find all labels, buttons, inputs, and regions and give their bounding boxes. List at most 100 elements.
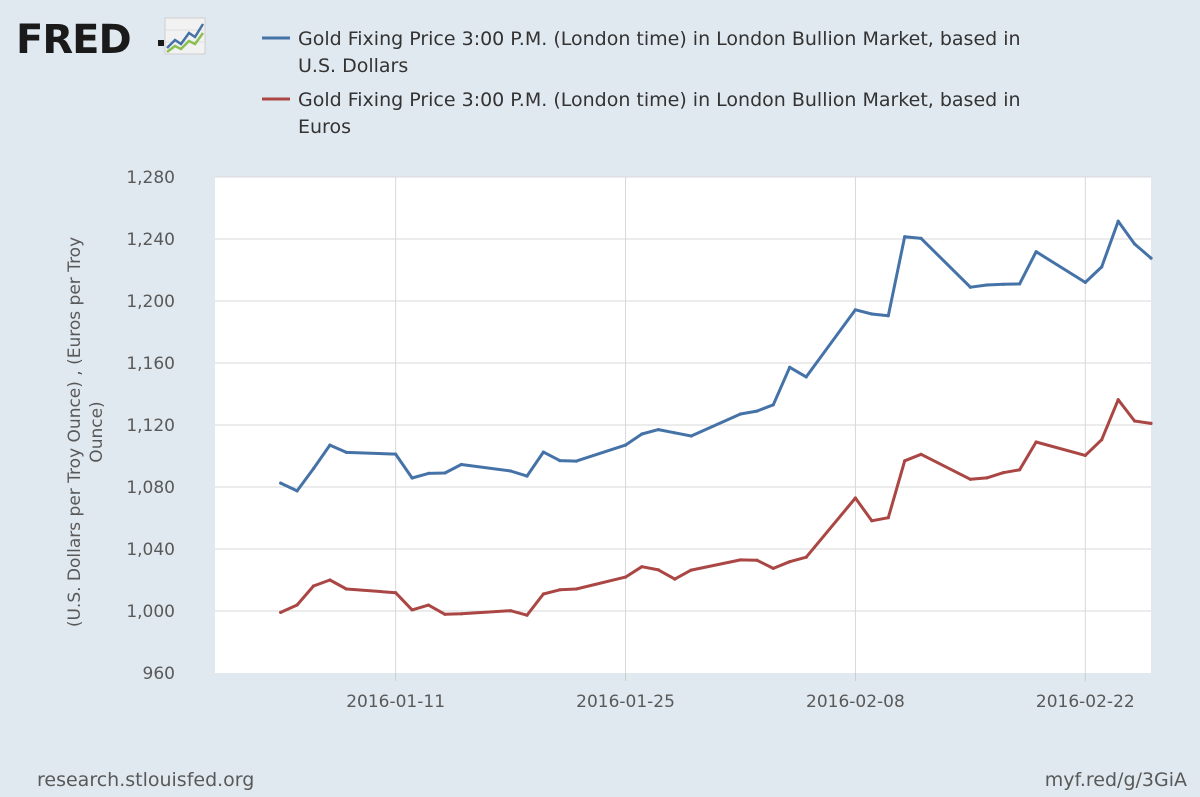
series-line-eur[interactable] xyxy=(279,398,1153,617)
data-point[interactable] xyxy=(295,489,299,493)
data-point[interactable] xyxy=(640,432,644,436)
data-point[interactable] xyxy=(640,565,644,569)
data-point[interactable] xyxy=(853,496,858,500)
data-point[interactable] xyxy=(558,588,562,592)
legend-label-eur-line2: Euros xyxy=(298,116,351,138)
data-point[interactable] xyxy=(1133,419,1137,423)
data-point[interactable] xyxy=(788,560,792,564)
data-point[interactable] xyxy=(295,603,299,607)
data-point[interactable] xyxy=(771,403,775,407)
data-point[interactable] xyxy=(1149,256,1153,260)
data-point[interactable] xyxy=(509,469,513,473)
data-point[interactable] xyxy=(886,314,890,318)
data-point[interactable] xyxy=(328,443,332,447)
x-tick-label: 2016-01-11 xyxy=(346,692,445,712)
data-point[interactable] xyxy=(1116,219,1120,223)
data-point[interactable] xyxy=(919,236,923,240)
data-point[interactable] xyxy=(804,555,808,559)
data-point[interactable] xyxy=(870,312,874,316)
data-point[interactable] xyxy=(311,467,316,471)
data-point[interactable] xyxy=(410,608,414,612)
data-point[interactable] xyxy=(788,365,792,369)
data-point[interactable] xyxy=(870,519,874,523)
data-point[interactable] xyxy=(426,471,431,475)
data-point[interactable] xyxy=(1100,438,1104,442)
data-point[interactable] xyxy=(903,235,907,239)
data-point[interactable] xyxy=(656,428,661,432)
data-point[interactable] xyxy=(1018,468,1022,472)
data-point[interactable] xyxy=(968,285,973,289)
y-tick-label: 1,120 xyxy=(126,416,175,436)
data-point[interactable] xyxy=(1133,242,1137,246)
data-point[interactable] xyxy=(311,584,316,588)
data-point[interactable] xyxy=(443,471,447,475)
data-point[interactable] xyxy=(541,450,546,454)
data-point[interactable] xyxy=(853,308,858,312)
data-point[interactable] xyxy=(344,450,348,454)
x-tick-label: 2016-02-22 xyxy=(1036,692,1135,712)
legend-label-usd-line2: U.S. Dollars xyxy=(298,55,408,77)
data-point[interactable] xyxy=(394,591,398,595)
data-point[interactable] xyxy=(279,481,283,485)
data-point[interactable] xyxy=(574,459,578,463)
data-point[interactable] xyxy=(919,452,923,456)
y-axis: 960 1,000 1,040 1,080 1,120 1,160 1,200 1,240 1,… xyxy=(126,168,175,684)
data-point[interactable] xyxy=(1149,421,1153,425)
y-axis-title-line1: (U.S. Dollars per Troy Ounce) , (Euros p… xyxy=(65,237,85,627)
data-point[interactable] xyxy=(656,568,661,572)
legend-item-eur[interactable]: Gold Fixing Price 3:00 P.M. (London time… xyxy=(262,89,1021,138)
data-point[interactable] xyxy=(623,443,628,447)
legend-item-usd[interactable]: Gold Fixing Price 3:00 P.M. (London time… xyxy=(262,28,1021,77)
data-point[interactable] xyxy=(689,434,693,438)
data-point[interactable] xyxy=(968,477,973,481)
trend-chart-icon xyxy=(164,17,206,55)
data-point[interactable] xyxy=(541,592,546,596)
data-point[interactable] xyxy=(509,609,513,613)
data-point[interactable] xyxy=(673,431,677,435)
data-point[interactable] xyxy=(459,612,463,616)
data-point[interactable] xyxy=(1034,250,1038,254)
data-point[interactable] xyxy=(1018,282,1022,286)
data-point[interactable] xyxy=(1034,440,1038,444)
data-point[interactable] xyxy=(673,577,677,581)
data-point[interactable] xyxy=(426,603,431,607)
data-point[interactable] xyxy=(1001,471,1005,475)
short-url-link[interactable]: myf.red/g/3GiA xyxy=(1045,769,1187,791)
data-point[interactable] xyxy=(328,578,332,582)
data-point[interactable] xyxy=(443,612,447,616)
data-point[interactable] xyxy=(738,558,743,562)
data-point[interactable] xyxy=(394,452,398,456)
data-point[interactable] xyxy=(1083,453,1087,457)
data-point[interactable] xyxy=(525,474,529,478)
data-point[interactable] xyxy=(1116,398,1120,402)
y-tick-label: 1,080 xyxy=(126,478,175,498)
data-point[interactable] xyxy=(903,459,907,463)
data-point[interactable] xyxy=(804,375,808,379)
data-point[interactable] xyxy=(985,283,989,287)
data-point[interactable] xyxy=(886,516,890,520)
data-point[interactable] xyxy=(558,459,562,463)
data-point[interactable] xyxy=(689,568,693,572)
y-tick-label: 1,040 xyxy=(126,540,175,560)
series-layer xyxy=(279,219,1153,617)
data-point[interactable] xyxy=(738,412,743,416)
data-point[interactable] xyxy=(344,587,348,591)
x-tick-label: 2016-02-08 xyxy=(806,692,905,712)
data-point[interactable] xyxy=(985,476,989,480)
source-link[interactable]: research.stlouisfed.org xyxy=(37,769,254,791)
data-point[interactable] xyxy=(1100,265,1104,269)
series-line-usd[interactable] xyxy=(279,219,1153,493)
fred-logo[interactable]: FRED xyxy=(16,17,206,63)
data-point[interactable] xyxy=(623,575,628,579)
data-point[interactable] xyxy=(525,613,529,617)
data-point[interactable] xyxy=(574,587,578,591)
data-point[interactable] xyxy=(279,610,283,615)
data-point[interactable] xyxy=(410,476,414,480)
data-point[interactable] xyxy=(771,566,775,571)
data-point[interactable] xyxy=(1083,280,1087,284)
data-point[interactable] xyxy=(755,409,759,413)
data-point[interactable] xyxy=(1001,282,1005,286)
data-point[interactable] xyxy=(459,462,463,467)
data-point[interactable] xyxy=(755,558,759,562)
